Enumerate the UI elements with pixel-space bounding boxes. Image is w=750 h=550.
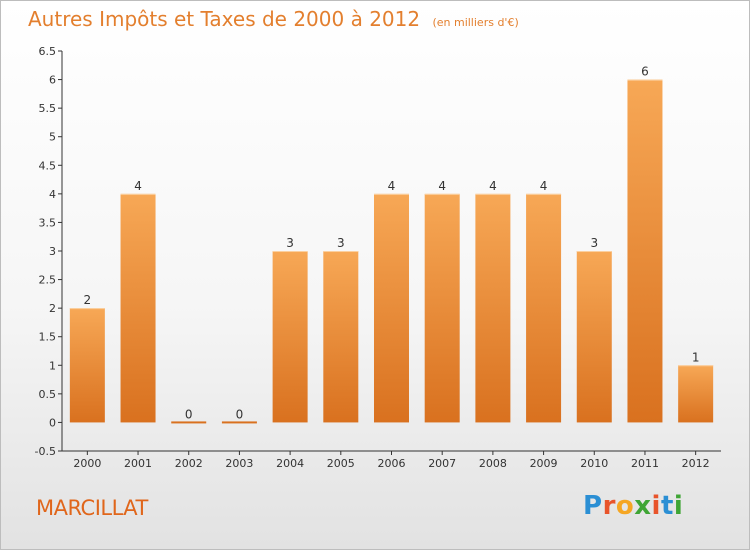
y-tick-label-1: 0 xyxy=(49,416,56,429)
y-tick-label-11: 5 xyxy=(49,131,56,144)
y-tick-label-13: 6 xyxy=(49,74,56,87)
data-label-2004: 3 xyxy=(286,236,294,250)
brand-letter: r xyxy=(602,491,616,521)
bar-2003 xyxy=(221,421,257,424)
data-label-2001: 4 xyxy=(134,179,142,193)
y-tick-label-2: 0.5 xyxy=(39,388,57,401)
x-tick-label-2011: 2011 xyxy=(631,457,659,470)
brand-logo: Proxiti xyxy=(583,491,683,521)
bar-2002 xyxy=(171,421,207,424)
x-tick-label-2010: 2010 xyxy=(580,457,608,470)
y-tick-label-7: 3 xyxy=(49,245,56,258)
data-label-2000: 2 xyxy=(84,293,92,307)
brand-letter: x xyxy=(634,491,652,521)
bar-2012 xyxy=(678,365,714,423)
x-tick-label-2007: 2007 xyxy=(428,457,456,470)
data-label-2008: 4 xyxy=(489,179,497,193)
y-tick-label-14: 6.5 xyxy=(39,45,57,58)
y-tick-label-0: -0.5 xyxy=(35,445,56,458)
data-label-2003: 0 xyxy=(236,407,244,421)
data-label-2007: 4 xyxy=(438,179,446,193)
bar-2004 xyxy=(272,251,308,423)
chart-title-text: Autres Impôts et Taxes de 2000 à 2012 xyxy=(28,7,421,31)
x-tick-label-2005: 2005 xyxy=(327,457,355,470)
brand-letter: t xyxy=(660,491,674,521)
x-tick-label-2008: 2008 xyxy=(479,457,507,470)
x-tick-label-2002: 2002 xyxy=(175,457,203,470)
location-label: MARCILLAT xyxy=(36,496,148,520)
data-label-2006: 4 xyxy=(388,179,396,193)
brand-letter: o xyxy=(615,491,635,521)
bar-2009 xyxy=(526,193,562,423)
bar-2010 xyxy=(576,251,612,423)
chart-subtitle: (en milliers d'€) xyxy=(432,16,519,29)
bar-2008 xyxy=(475,193,511,423)
y-tick-label-9: 4 xyxy=(49,188,56,201)
data-label-2009: 4 xyxy=(540,179,548,193)
data-label-2012: 1 xyxy=(692,350,700,364)
data-label-2002: 0 xyxy=(185,407,193,421)
x-tick-label-2009: 2009 xyxy=(530,457,558,470)
data-label-2011: 6 xyxy=(641,65,649,79)
data-label-2010: 3 xyxy=(590,236,598,250)
x-tick-label-2003: 2003 xyxy=(225,457,253,470)
y-tick-label-6: 2.5 xyxy=(39,274,57,287)
bar-2007 xyxy=(424,193,460,423)
y-tick-label-3: 1 xyxy=(49,359,56,372)
x-tick-label-2000: 2000 xyxy=(73,457,101,470)
x-tick-label-2001: 2001 xyxy=(124,457,152,470)
x-tick-label-2006: 2006 xyxy=(378,457,406,470)
bar-2000 xyxy=(69,308,105,423)
x-tick-label-2004: 2004 xyxy=(276,457,304,470)
bar-2006 xyxy=(374,193,409,423)
y-tick-label-8: 3.5 xyxy=(39,216,57,229)
bar-2005 xyxy=(323,251,359,423)
brand-letter: P xyxy=(583,491,603,521)
x-tick-label-2012: 2012 xyxy=(682,457,710,470)
y-tick-label-5: 2 xyxy=(49,302,56,315)
data-label-2005: 3 xyxy=(337,236,345,250)
y-tick-label-10: 4.5 xyxy=(39,159,57,172)
y-tick-label-4: 1.5 xyxy=(39,331,57,344)
y-tick-label-12: 5.5 xyxy=(39,102,57,115)
chart-title: Autres Impôts et Taxes de 2000 à 2012 (e… xyxy=(28,7,519,31)
brand-letter: i xyxy=(673,491,684,521)
bar-2011 xyxy=(627,79,663,423)
brand-letter: i xyxy=(651,491,661,521)
bar-2001 xyxy=(120,193,156,423)
